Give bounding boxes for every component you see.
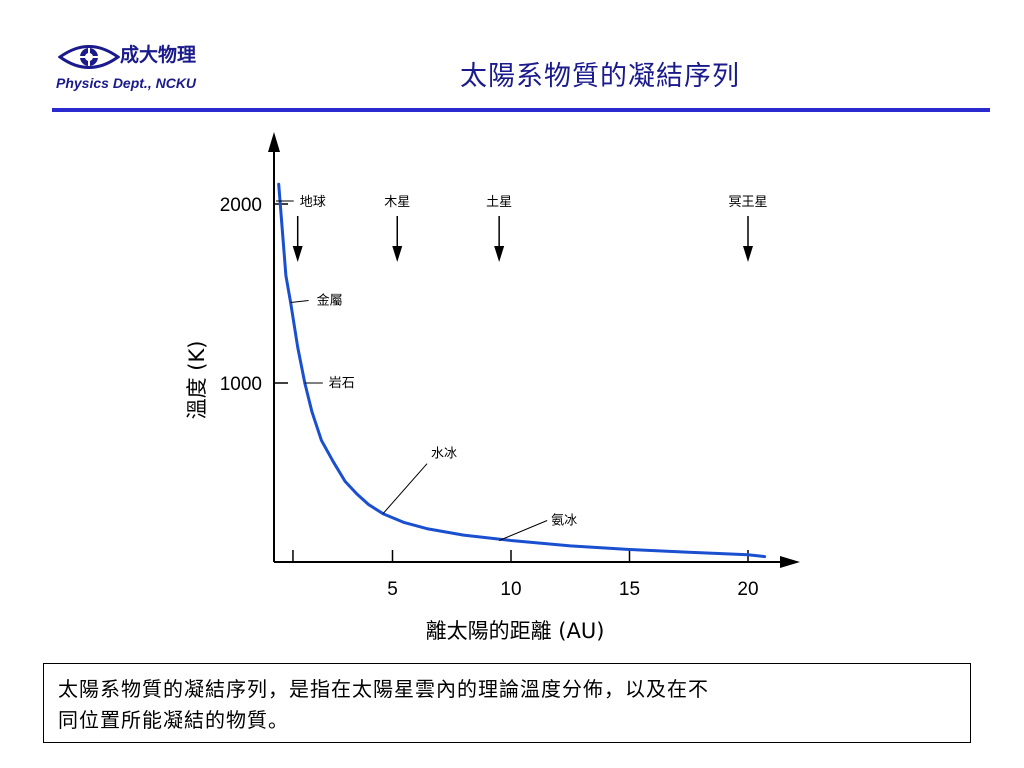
x-axis-label: 離太陽的距離 (AU) xyxy=(426,619,605,643)
temperature-curve xyxy=(277,182,767,559)
planet-arrow-head-icon xyxy=(392,246,403,262)
y-axis-arrowhead xyxy=(268,132,280,152)
chart-axes: 5 10 15 20 1000 2000 離太陽的距離 (AU) 溫度 (K) xyxy=(185,132,800,643)
logo-english-text: Physics Dept., NCKU xyxy=(56,75,197,91)
condensation-chart: 5 10 15 20 1000 2000 離太陽的距離 (AU) 溫度 (K) 地球 木星 土星 冥… xyxy=(185,132,800,643)
x-tick-label: 20 xyxy=(737,579,758,600)
caption-line-2: 同位置所能凝結的物質。 xyxy=(58,708,289,732)
material-label: 水冰 xyxy=(431,447,457,462)
material-label: 岩石 xyxy=(329,376,355,391)
planet-arrow-head-icon xyxy=(743,246,753,262)
curve-layer xyxy=(277,182,767,559)
planet-label: 冥王星 xyxy=(728,195,767,210)
planet-label: 土星 xyxy=(486,195,512,210)
y-axis-label: 溫度 (K) xyxy=(185,341,209,420)
eye-logo-icon xyxy=(58,45,120,69)
planet-arrow-head-icon xyxy=(494,246,505,262)
title-divider xyxy=(52,108,990,112)
x-axis-arrowhead xyxy=(780,556,800,568)
material-leader-line xyxy=(498,520,548,541)
page-title: 太陽系物質的凝結序列 xyxy=(460,61,740,92)
material-leader-line xyxy=(290,299,309,303)
planet-label: 木星 xyxy=(384,195,410,210)
y-tick-label: 2000 xyxy=(220,195,262,216)
caption-box: 太陽系物質的凝結序列，是指在太陽星雲內的理論溫度分佈，以及在不 同位置所能凝結的… xyxy=(43,663,971,743)
x-tick-label: 10 xyxy=(500,579,521,600)
x-tick-label: 15 xyxy=(619,579,640,600)
caption-line-1: 太陽系物質的凝結序列，是指在太陽星雲內的理論溫度分佈，以及在不 xyxy=(58,677,709,701)
material-leader-line xyxy=(382,463,428,515)
material-label: 金屬 xyxy=(317,292,343,308)
y-tick-label: 1000 xyxy=(220,374,262,395)
planet-label: 地球 xyxy=(300,195,326,210)
material-label: 氨冰 xyxy=(551,514,577,529)
logo: 成大物理 Physics Dept., NCKU xyxy=(54,40,244,100)
planet-arrow-head-icon xyxy=(292,246,303,262)
x-tick-label: 5 xyxy=(387,579,398,600)
logo-chinese-text: 成大物理 xyxy=(120,44,197,66)
